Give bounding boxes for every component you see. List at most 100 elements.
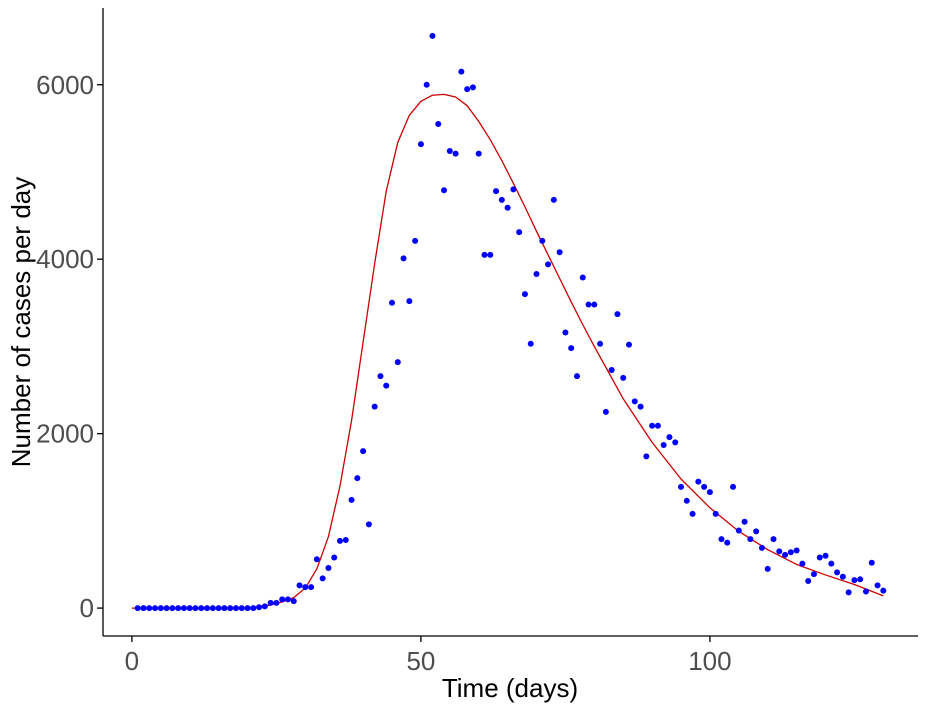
data-point	[180, 605, 187, 612]
y-tick-label: 4000	[36, 244, 94, 274]
data-point	[724, 539, 731, 546]
data-point	[643, 453, 650, 460]
data-point	[319, 575, 326, 582]
data-point	[776, 548, 783, 555]
fit-curve-layer	[131, 93, 884, 609]
points-layer	[134, 32, 887, 612]
data-point	[452, 150, 459, 157]
data-point	[256, 604, 263, 611]
data-point	[348, 496, 355, 503]
data-point	[435, 121, 442, 128]
data-point	[336, 537, 343, 544]
data-point	[215, 605, 222, 612]
data-point	[718, 536, 725, 543]
x-tick-label: 0	[125, 646, 139, 676]
data-point	[360, 448, 367, 455]
y-tick-label: 2000	[36, 419, 94, 449]
data-point	[267, 599, 274, 606]
data-point	[273, 599, 280, 606]
data-point	[556, 249, 563, 256]
data-point	[279, 596, 286, 603]
data-point	[649, 422, 656, 429]
x-tick-label: 50	[406, 646, 435, 676]
data-point	[585, 301, 592, 308]
data-point	[308, 584, 315, 591]
data-point	[799, 560, 806, 567]
data-point	[527, 340, 534, 347]
data-point	[568, 345, 575, 352]
data-point	[521, 291, 528, 298]
data-point	[493, 188, 500, 195]
data-point	[250, 605, 257, 612]
data-point	[701, 483, 708, 490]
data-point	[458, 68, 465, 75]
data-point	[620, 374, 627, 381]
data-point	[313, 556, 320, 563]
data-point	[805, 578, 812, 585]
data-point	[290, 598, 297, 605]
data-point	[261, 603, 268, 610]
fit-curve	[131, 93, 884, 609]
data-point	[284, 596, 291, 603]
data-point	[660, 441, 667, 448]
data-point	[134, 605, 141, 612]
data-point	[602, 408, 609, 415]
data-point	[695, 478, 702, 485]
y-tick-label: 6000	[36, 70, 94, 100]
data-point	[342, 537, 349, 544]
data-point	[666, 434, 673, 441]
data-point	[782, 551, 789, 558]
data-point	[822, 552, 829, 559]
data-point	[441, 187, 448, 194]
data-point	[845, 589, 852, 596]
data-point	[562, 329, 569, 336]
data-point	[498, 196, 505, 203]
data-point	[383, 382, 390, 389]
data-point	[487, 251, 494, 258]
data-point	[377, 373, 384, 380]
data-point	[510, 186, 517, 193]
data-point	[475, 150, 482, 157]
data-point	[516, 229, 523, 236]
data-point	[631, 398, 638, 405]
data-point	[770, 536, 777, 543]
data-point	[753, 528, 760, 535]
data-point	[302, 584, 309, 591]
data-point	[741, 518, 748, 525]
data-point	[417, 141, 424, 148]
data-point	[787, 549, 794, 556]
data-point	[389, 299, 396, 306]
data-point	[232, 605, 239, 612]
data-point	[365, 521, 372, 528]
data-point	[146, 605, 153, 612]
data-point	[880, 587, 887, 594]
data-point	[758, 544, 765, 551]
data-point	[712, 510, 719, 517]
data-point	[331, 554, 338, 561]
data-point	[591, 301, 598, 308]
data-point	[764, 565, 771, 572]
data-point	[810, 571, 817, 578]
y-axis-title: Number of cases per day	[6, 177, 36, 467]
data-point	[469, 84, 476, 91]
data-point	[175, 605, 182, 612]
data-point	[412, 237, 419, 244]
ticks-layer: 0 50 100 0 2000 4000 6000	[36, 70, 731, 676]
axes	[102, 8, 918, 637]
y-tick-label: 0	[80, 593, 94, 623]
data-point	[851, 577, 858, 584]
data-point	[400, 255, 407, 262]
data-point	[839, 573, 846, 580]
x-tick-label: 100	[688, 646, 731, 676]
data-point	[747, 536, 754, 543]
data-point	[221, 605, 228, 612]
data-point	[678, 483, 685, 490]
data-point	[198, 605, 205, 612]
data-point	[672, 439, 679, 446]
data-point	[423, 81, 430, 88]
data-point	[140, 605, 147, 612]
data-point	[579, 274, 586, 281]
data-point	[371, 403, 378, 410]
data-point	[481, 251, 488, 258]
